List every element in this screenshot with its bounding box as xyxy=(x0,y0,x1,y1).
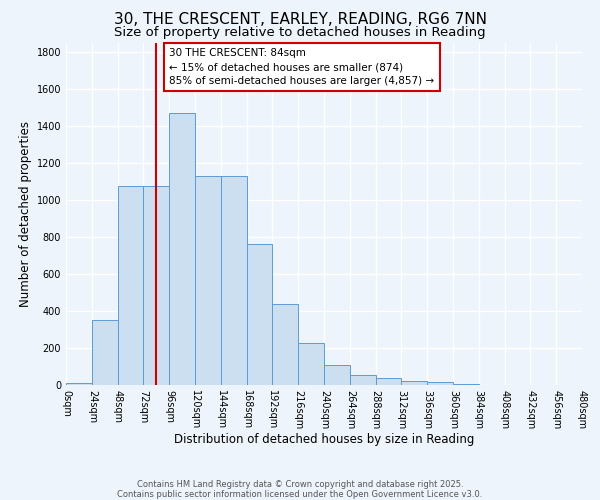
Text: Contains HM Land Registry data © Crown copyright and database right 2025.
Contai: Contains HM Land Registry data © Crown c… xyxy=(118,480,482,499)
Bar xyxy=(376,378,401,385)
Bar xyxy=(247,244,272,385)
Bar xyxy=(169,113,195,385)
X-axis label: Distribution of detached houses by size in Reading: Distribution of detached houses by size … xyxy=(174,434,474,446)
Bar xyxy=(272,304,298,385)
Text: 30 THE CRESCENT: 84sqm
← 15% of detached houses are smaller (874)
85% of semi-de: 30 THE CRESCENT: 84sqm ← 15% of detached… xyxy=(169,48,434,86)
Y-axis label: Number of detached properties: Number of detached properties xyxy=(19,120,32,306)
Text: 30, THE CRESCENT, EARLEY, READING, RG6 7NN: 30, THE CRESCENT, EARLEY, READING, RG6 7… xyxy=(113,12,487,28)
Bar xyxy=(453,384,479,385)
Bar xyxy=(298,344,324,385)
Bar xyxy=(66,383,92,385)
Bar xyxy=(195,176,221,385)
Bar xyxy=(350,375,376,385)
Bar xyxy=(118,186,143,385)
Bar xyxy=(92,320,118,385)
Bar xyxy=(221,176,247,385)
Bar xyxy=(427,382,453,385)
Bar xyxy=(324,364,350,385)
Bar xyxy=(143,186,169,385)
Text: Size of property relative to detached houses in Reading: Size of property relative to detached ho… xyxy=(114,26,486,39)
Bar xyxy=(401,382,427,385)
